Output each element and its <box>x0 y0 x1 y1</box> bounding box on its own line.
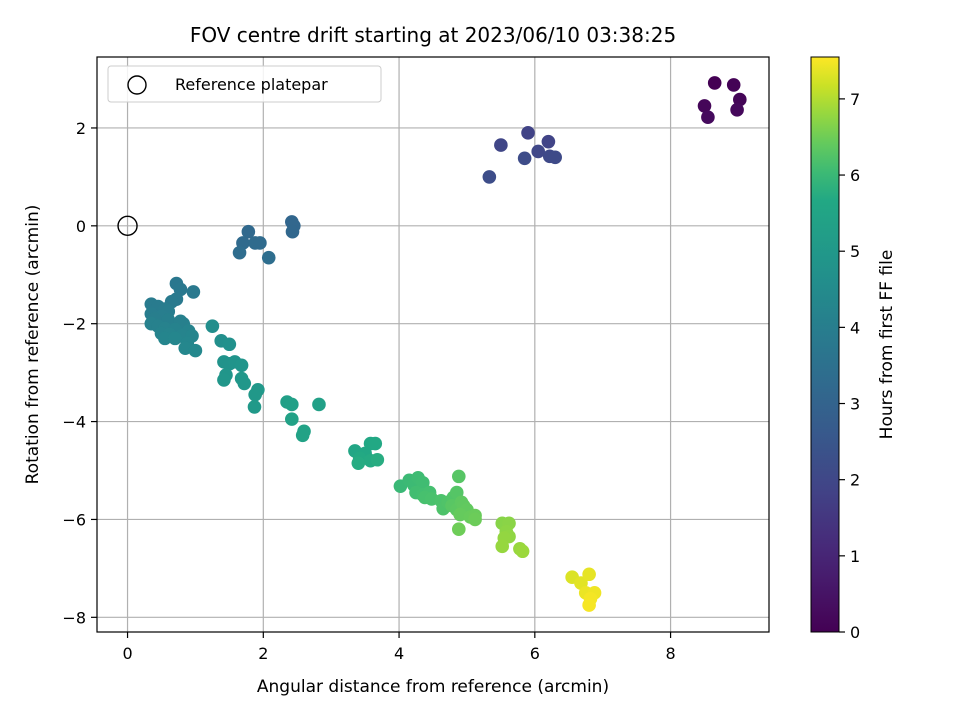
y-axis-ticks: −8 −6 −4 −2 0 2 <box>62 119 97 627</box>
data-point <box>370 452 385 467</box>
y-tick-label: −8 <box>62 608 86 627</box>
colorbar-tick-label: 5 <box>850 242 860 261</box>
data-point <box>158 331 172 346</box>
y-tick-label: 0 <box>76 217 86 236</box>
x-axis-ticks: 0 2 4 6 8 <box>122 632 676 663</box>
data-point <box>285 224 300 239</box>
data-point <box>541 134 556 149</box>
colorbar-tick-label: 1 <box>850 547 860 566</box>
colorbar <box>810 56 840 633</box>
data-point <box>697 99 712 113</box>
data-point <box>168 331 182 346</box>
data-point <box>451 522 466 537</box>
x-tick-label: 4 <box>394 644 404 663</box>
colorbar-tick-label: 0 <box>850 623 860 642</box>
data-points <box>144 76 747 612</box>
data-point <box>295 428 310 443</box>
data-point <box>701 110 715 124</box>
data-point <box>205 319 220 333</box>
legend-entry-reference: Reference platepar <box>175 75 328 94</box>
chart-title: FOV centre drift starting at 2023/06/10 … <box>190 23 676 47</box>
data-point <box>451 469 466 484</box>
data-point <box>312 397 326 412</box>
data-point <box>548 150 562 165</box>
colorbar-tick-label: 2 <box>850 471 860 490</box>
data-point <box>232 245 247 260</box>
y-tick-label: 2 <box>76 119 86 138</box>
data-point <box>248 387 262 402</box>
colorbar-tick-label: 4 <box>850 318 860 337</box>
legend-marker <box>127 75 147 95</box>
legend-box <box>107 65 382 103</box>
data-point <box>178 341 193 355</box>
data-point <box>368 436 383 451</box>
data-point <box>517 151 532 166</box>
reference-platepar-marker <box>117 215 138 237</box>
y-axis-label: Rotation from reference (arcmin) <box>23 205 43 485</box>
data-point <box>237 376 252 391</box>
data-point <box>521 126 535 140</box>
data-point <box>253 236 267 250</box>
data-point <box>217 373 231 387</box>
data-point <box>582 567 596 582</box>
colorbar-ticks: 0 1 2 3 4 5 6 7 <box>839 90 860 642</box>
data-point <box>515 544 530 559</box>
data-point <box>351 456 366 470</box>
data-point <box>234 358 249 373</box>
y-tick-label: −2 <box>62 315 86 334</box>
data-point <box>261 250 276 265</box>
y-tick-label: −6 <box>62 510 86 529</box>
x-tick-label: 6 <box>530 644 540 663</box>
colorbar-label: Hours from first FF file <box>877 250 897 440</box>
data-point <box>531 144 546 159</box>
data-point <box>222 337 237 352</box>
data-point <box>494 138 508 152</box>
colorbar-tick-label: 3 <box>850 395 860 414</box>
x-axis-label: Angular distance from reference (arcmin) <box>257 677 609 697</box>
data-point <box>416 475 430 490</box>
data-point <box>453 507 467 522</box>
data-point <box>730 103 744 117</box>
data-point <box>285 412 299 426</box>
x-tick-label: 8 <box>665 644 675 663</box>
data-point <box>285 397 299 412</box>
y-tick-label: −4 <box>62 413 86 432</box>
x-tick-label: 0 <box>122 644 132 663</box>
data-point <box>495 539 510 554</box>
data-point <box>726 78 741 92</box>
x-tick-label: 2 <box>258 644 268 663</box>
data-point <box>482 170 497 184</box>
data-point <box>188 343 203 358</box>
data-point <box>707 76 722 90</box>
reference-marker-layer <box>117 215 138 237</box>
data-point <box>186 285 201 299</box>
legend: Reference platepar <box>107 65 382 103</box>
data-point <box>241 224 256 239</box>
plot-frame <box>96 56 770 633</box>
data-point <box>733 92 747 107</box>
data-point <box>247 400 262 414</box>
colorbar-tick-label: 6 <box>850 166 860 185</box>
data-point <box>468 512 482 527</box>
data-point <box>582 598 596 612</box>
colorbar-tick-label: 7 <box>850 90 860 109</box>
